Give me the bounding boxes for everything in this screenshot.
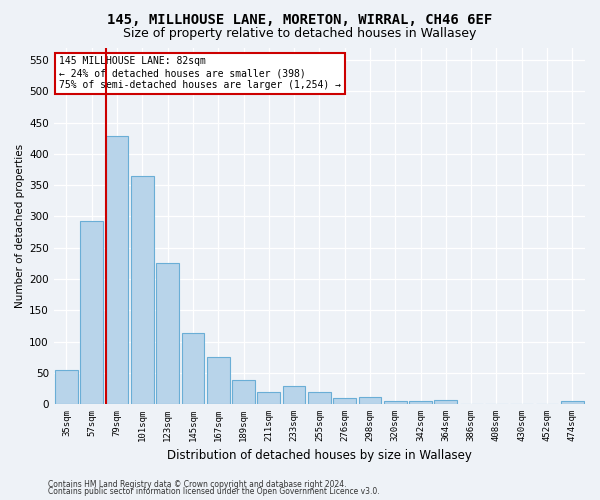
Bar: [106, 136, 128, 404]
Bar: [131, 176, 154, 404]
Bar: [334, 398, 356, 404]
Text: Contains public sector information licensed under the Open Government Licence v3: Contains public sector information licen…: [48, 487, 380, 496]
Bar: [156, 264, 179, 404]
Bar: [359, 397, 382, 404]
Text: 145, MILLHOUSE LANE, MORETON, WIRRAL, CH46 6EF: 145, MILLHOUSE LANE, MORETON, WIRRAL, CH…: [107, 12, 493, 26]
Bar: [308, 392, 331, 404]
Bar: [182, 334, 204, 404]
X-axis label: Distribution of detached houses by size in Wallasey: Distribution of detached houses by size …: [167, 450, 472, 462]
Text: Contains HM Land Registry data © Crown copyright and database right 2024.: Contains HM Land Registry data © Crown c…: [48, 480, 347, 489]
Bar: [232, 380, 255, 404]
Text: Size of property relative to detached houses in Wallasey: Size of property relative to detached ho…: [124, 28, 476, 40]
Bar: [283, 386, 305, 404]
Text: 145 MILLHOUSE LANE: 82sqm
← 24% of detached houses are smaller (398)
75% of semi: 145 MILLHOUSE LANE: 82sqm ← 24% of detac…: [59, 56, 341, 90]
Bar: [384, 401, 407, 404]
Bar: [409, 401, 432, 404]
Bar: [80, 221, 103, 404]
Bar: [434, 400, 457, 404]
Y-axis label: Number of detached properties: Number of detached properties: [15, 144, 25, 308]
Bar: [207, 356, 230, 404]
Bar: [257, 392, 280, 404]
Bar: [561, 401, 584, 404]
Bar: [55, 370, 78, 404]
